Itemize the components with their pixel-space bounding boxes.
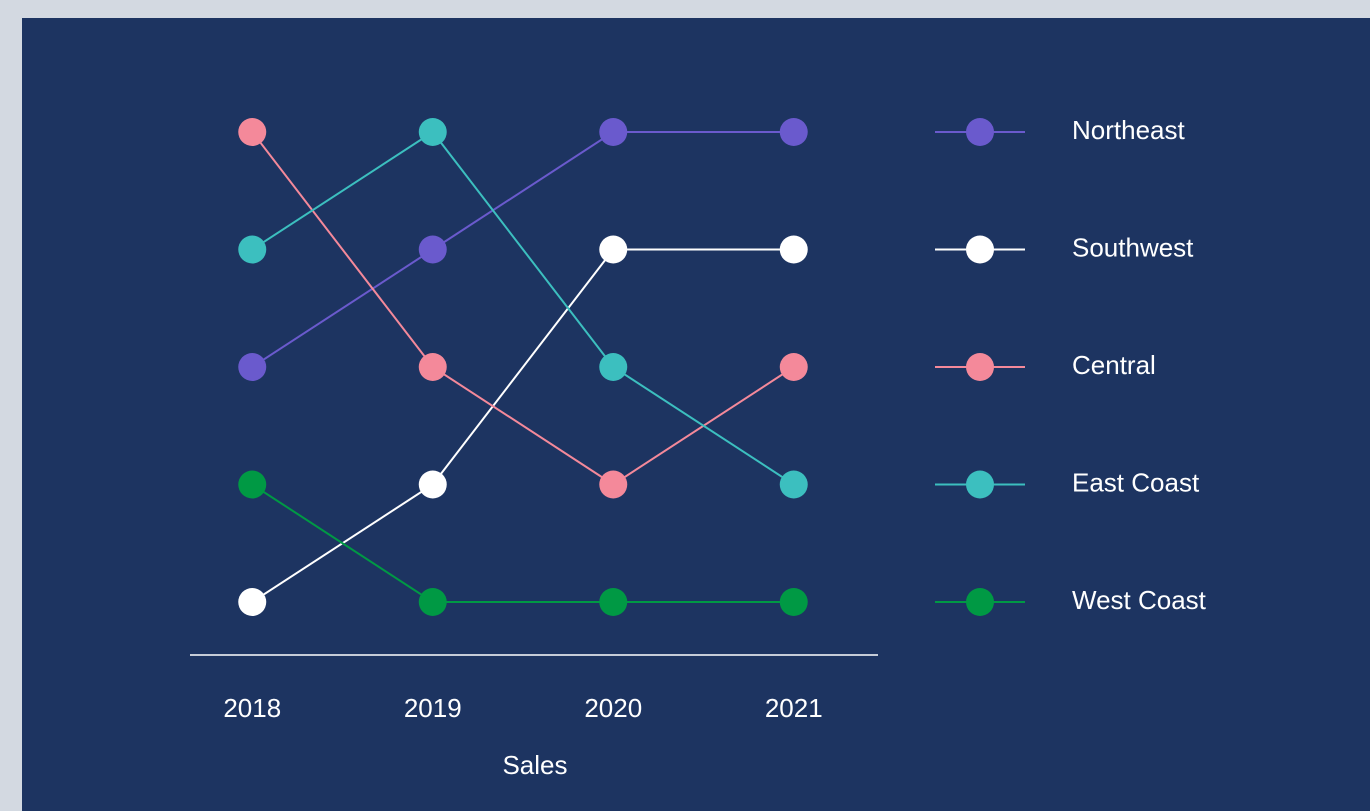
point xyxy=(779,588,808,616)
point xyxy=(238,235,267,264)
point xyxy=(418,118,447,146)
series-line xyxy=(251,131,794,368)
point xyxy=(418,470,447,499)
x-tick-label: 2021 xyxy=(765,693,823,723)
legend-label: West Coast xyxy=(1072,585,1207,615)
point xyxy=(418,588,447,616)
legend-marker xyxy=(966,235,994,264)
point xyxy=(238,118,267,146)
legend-marker xyxy=(966,118,994,146)
point xyxy=(779,470,808,499)
series-line xyxy=(251,483,794,603)
point xyxy=(599,470,628,499)
point xyxy=(779,235,808,264)
legend-label: East Coast xyxy=(1072,467,1200,497)
legend-marker xyxy=(966,588,994,616)
x-tick-label: 2019 xyxy=(404,693,462,723)
point xyxy=(238,588,267,616)
legend-label: Central xyxy=(1072,350,1156,380)
legend-marker xyxy=(966,353,994,381)
point xyxy=(238,470,267,499)
point xyxy=(599,118,628,146)
background xyxy=(22,18,1370,811)
legend-label: Northeast xyxy=(1072,115,1185,145)
legend-marker xyxy=(966,470,994,499)
point xyxy=(238,353,267,381)
legend-label: Southwest xyxy=(1072,232,1194,262)
point xyxy=(599,353,628,381)
x-tick-label: 2018 xyxy=(223,693,281,723)
x-axis-label: Sales xyxy=(502,750,567,780)
point xyxy=(779,353,808,381)
point xyxy=(599,235,628,264)
series-line xyxy=(251,130,795,486)
point xyxy=(599,588,628,616)
point xyxy=(779,118,808,146)
point xyxy=(418,235,447,264)
point xyxy=(418,353,447,381)
x-tick-label: 2020 xyxy=(584,693,642,723)
